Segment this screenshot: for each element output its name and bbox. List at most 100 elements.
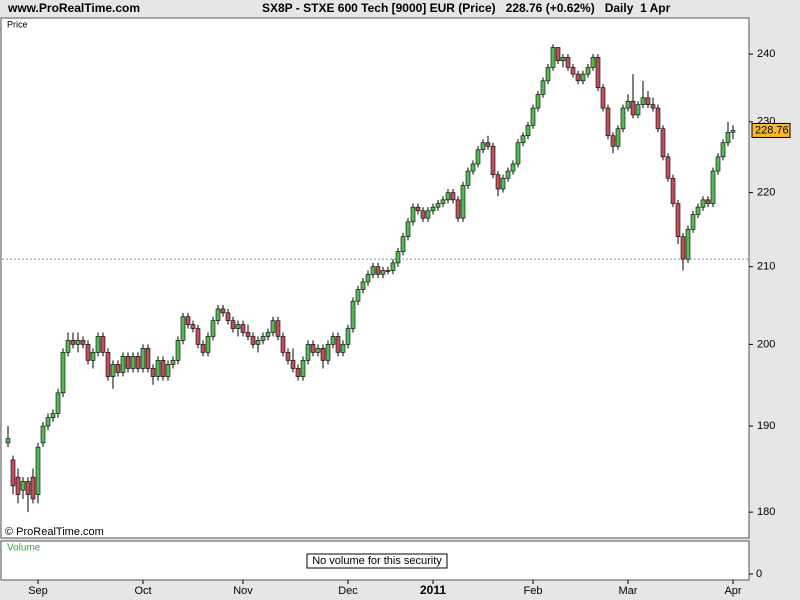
candle-body bbox=[285, 352, 291, 361]
y-tick-label: 190 bbox=[757, 420, 775, 432]
candle-body bbox=[155, 360, 161, 377]
candle-body bbox=[215, 308, 221, 321]
candle-body bbox=[370, 266, 376, 275]
x-tick-label: Sep bbox=[28, 585, 48, 597]
candle-body bbox=[395, 251, 401, 264]
candle-body bbox=[705, 199, 711, 204]
candle-body bbox=[375, 266, 381, 275]
candle-body bbox=[420, 210, 426, 219]
candle-body bbox=[135, 356, 141, 369]
candle-body bbox=[570, 67, 576, 75]
candle-body bbox=[260, 336, 266, 341]
volume-tick-label: 0 bbox=[756, 568, 762, 580]
candle-body bbox=[640, 97, 646, 105]
candle-body bbox=[80, 340, 86, 345]
candle-body bbox=[615, 128, 621, 147]
candle-body bbox=[345, 328, 351, 345]
x-tick-label: Oct bbox=[134, 585, 151, 597]
candle-body bbox=[645, 97, 651, 105]
candle-body bbox=[470, 163, 476, 172]
candle-body bbox=[70, 340, 76, 345]
candle-body bbox=[630, 100, 636, 116]
candle-body bbox=[515, 142, 521, 165]
chart-title: SX8P - STXE 600 Tech [9000] EUR (Price) … bbox=[262, 1, 671, 15]
candle-body bbox=[685, 228, 691, 260]
candle-body bbox=[670, 177, 676, 204]
y-tick-label: 210 bbox=[757, 261, 775, 273]
x-tick-label: Dec bbox=[338, 585, 358, 597]
candle-body bbox=[40, 425, 46, 444]
price-panel bbox=[0, 17, 750, 539]
candle-body bbox=[410, 206, 416, 223]
candle-body bbox=[15, 476, 21, 495]
candle-body bbox=[575, 73, 581, 82]
candle-body bbox=[5, 438, 11, 444]
site-name: www.ProRealTime.com bbox=[7, 1, 140, 15]
candle-body bbox=[105, 352, 111, 377]
candle-body bbox=[10, 459, 16, 487]
volume-label: Volume bbox=[7, 543, 41, 554]
candle-body bbox=[250, 336, 256, 345]
candle-body bbox=[320, 348, 326, 361]
candle-body bbox=[315, 348, 321, 353]
candle-body bbox=[605, 107, 611, 137]
y-tick-label: 200 bbox=[757, 338, 775, 350]
candle-body bbox=[45, 417, 51, 427]
candle-body bbox=[680, 236, 686, 260]
candle-body bbox=[565, 57, 571, 68]
candle-body bbox=[415, 206, 421, 212]
candle-body bbox=[185, 316, 191, 325]
candle-body bbox=[675, 203, 681, 237]
candle-body bbox=[625, 100, 631, 109]
candle-body bbox=[695, 206, 701, 215]
candle-body bbox=[85, 344, 91, 361]
candle-body bbox=[520, 135, 526, 144]
candle-body bbox=[475, 149, 481, 165]
candle-body bbox=[115, 364, 121, 373]
candle-body bbox=[100, 336, 106, 353]
candle-body bbox=[255, 340, 261, 345]
candle-body bbox=[295, 368, 301, 377]
x-tick-label: 2011 bbox=[420, 583, 446, 597]
candle-body bbox=[440, 199, 446, 204]
candle-body bbox=[725, 131, 731, 144]
candle-body bbox=[170, 360, 176, 365]
candle-body bbox=[75, 340, 81, 345]
candle-body bbox=[665, 156, 671, 179]
candle-body bbox=[200, 344, 206, 353]
candle-body bbox=[535, 94, 541, 109]
candle-body bbox=[195, 328, 201, 345]
x-tick-label: Mar bbox=[619, 585, 638, 597]
candle-body bbox=[240, 324, 246, 333]
candle-body bbox=[585, 67, 591, 75]
candle-body bbox=[325, 344, 331, 361]
volume-note: No volume for this security bbox=[312, 555, 442, 567]
candle-body bbox=[20, 481, 26, 491]
candle-body bbox=[355, 289, 361, 302]
candle-body bbox=[130, 356, 136, 369]
candle-body bbox=[555, 47, 561, 62]
candle-body bbox=[55, 392, 61, 414]
candle-body bbox=[590, 57, 596, 68]
last-price-label: 228.76 bbox=[755, 124, 789, 136]
candle-body bbox=[350, 300, 356, 329]
candle-body bbox=[235, 324, 241, 329]
candle-body bbox=[655, 107, 661, 130]
candle-body bbox=[545, 67, 551, 82]
copyright: © ProRealTime.com bbox=[5, 526, 104, 538]
candle-body bbox=[540, 80, 546, 95]
candle-body bbox=[270, 320, 276, 333]
x-tick-label: Apr bbox=[724, 585, 741, 597]
candle-body bbox=[330, 336, 336, 345]
candle-body bbox=[365, 273, 371, 283]
y-tick-label: 240 bbox=[757, 48, 775, 60]
candle-body bbox=[720, 142, 726, 158]
candle-body bbox=[205, 336, 211, 353]
candle-body bbox=[660, 128, 666, 158]
candle-body bbox=[175, 340, 181, 361]
candle-body bbox=[290, 360, 296, 369]
candle-body bbox=[60, 352, 66, 394]
candle-body bbox=[50, 413, 56, 418]
candle-body bbox=[220, 308, 226, 314]
